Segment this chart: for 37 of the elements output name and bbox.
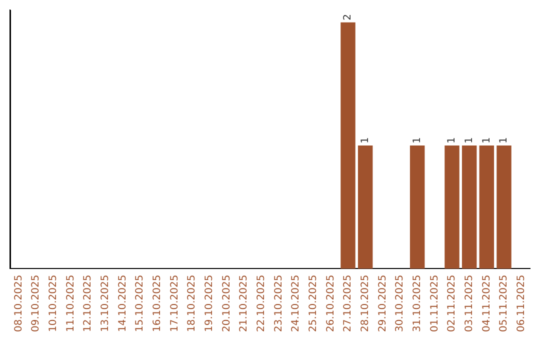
x-tick-label: 28.10.2025 xyxy=(360,274,371,332)
x-tick-label: 18.10.2025 xyxy=(186,274,198,332)
data-label: 1 xyxy=(446,137,458,144)
x-tick-label: 05.11.2025 xyxy=(498,274,510,332)
x-tick-label: 09.10.2025 xyxy=(30,274,42,332)
data-label: 1 xyxy=(360,137,371,144)
data-label: 1 xyxy=(498,137,510,144)
data-label: 1 xyxy=(412,137,423,144)
x-tick-label: 10.10.2025 xyxy=(48,274,59,332)
x-tick-label: 01.11.2025 xyxy=(429,274,440,332)
x-tick-label: 16.10.2025 xyxy=(152,274,163,332)
x-tick-label: 06.11.2025 xyxy=(516,274,527,332)
data-label: 2 xyxy=(342,14,354,20)
x-tick-label: 15.10.2025 xyxy=(134,274,146,332)
x-tick-label: 13.10.2025 xyxy=(100,274,111,332)
x-tick-label: 30.10.2025 xyxy=(394,274,406,332)
x-tick-label: 27.10.2025 xyxy=(342,274,354,332)
x-tick-label: 04.11.2025 xyxy=(481,274,492,332)
x-tick-label: 29.10.2025 xyxy=(377,274,388,332)
data-label: 1 xyxy=(464,137,475,144)
x-tick-label: 14.10.2025 xyxy=(117,274,128,332)
x-tick-label: 21.10.2025 xyxy=(238,274,250,332)
x-tick-label: 20.10.2025 xyxy=(221,274,232,332)
x-tick-label: 23.10.2025 xyxy=(273,274,284,332)
x-tick-label: 11.10.2025 xyxy=(65,274,76,332)
x-tick-label: 24.10.2025 xyxy=(290,274,302,332)
x-tick-label: 22.10.2025 xyxy=(256,274,267,332)
x-tick-label: 25.10.2025 xyxy=(308,274,319,332)
x-tick-label: 03.11.2025 xyxy=(464,274,475,332)
x-tick-label: 26.10.2025 xyxy=(325,274,336,332)
x-tick-label: 02.11.2025 xyxy=(446,274,458,332)
x-tick-label: 08.10.2025 xyxy=(13,274,24,332)
x-tick-label: 31.10.2025 xyxy=(412,274,423,332)
x-tick-label: 19.10.2025 xyxy=(204,274,215,332)
x-tick-label: 17.10.2025 xyxy=(169,274,180,332)
data-label: 1 xyxy=(481,137,492,144)
x-tick-label: 12.10.2025 xyxy=(82,274,94,332)
